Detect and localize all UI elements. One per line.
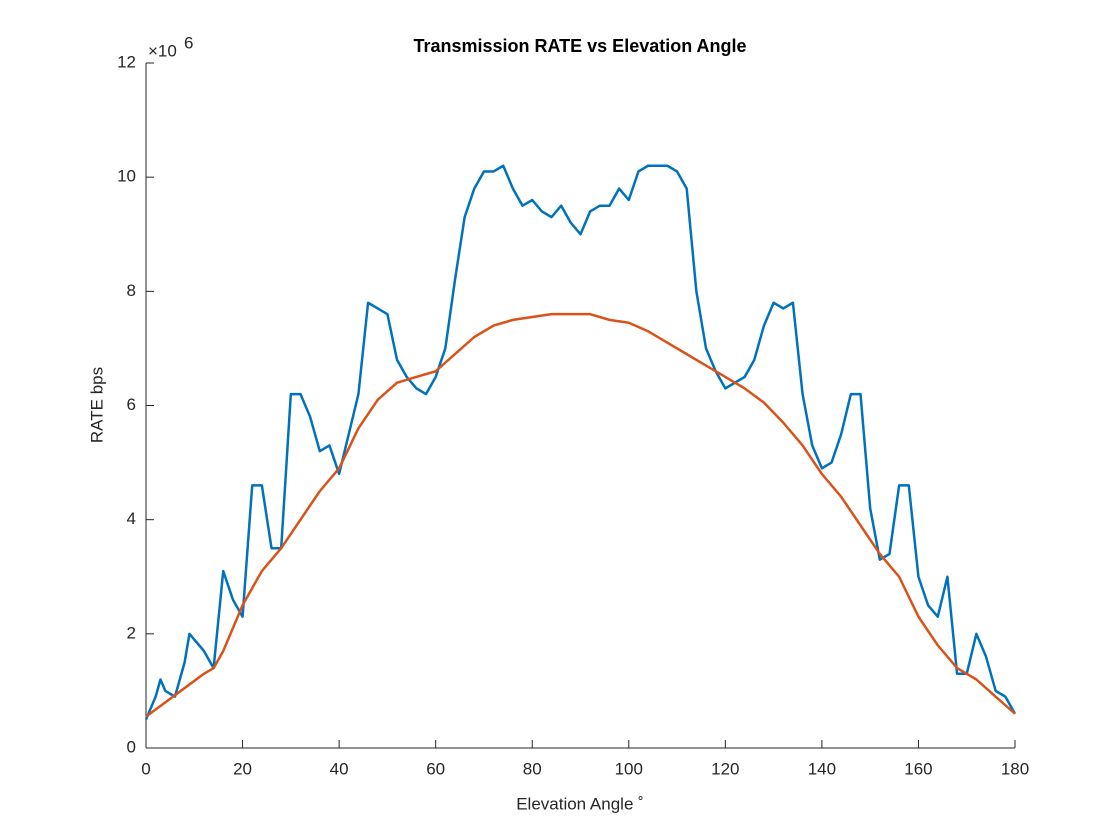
y-tick-label: 6 bbox=[127, 395, 136, 414]
x-tick-label: 120 bbox=[711, 759, 739, 778]
x-tick-label: 180 bbox=[1001, 759, 1029, 778]
series-line bbox=[145, 312, 1016, 718]
y-tick-label: 12 bbox=[117, 52, 136, 71]
x-tick-label: 160 bbox=[904, 759, 932, 778]
x-tick-label: 40 bbox=[330, 759, 349, 778]
series-line bbox=[144, 164, 1017, 720]
x-tick-label: 80 bbox=[523, 759, 542, 778]
y-tick-label: 2 bbox=[127, 623, 136, 642]
x-tick-label: 100 bbox=[615, 759, 643, 778]
x-tick-label: 140 bbox=[808, 759, 836, 778]
chart-title: Transmission RATE vs Elevation Angle bbox=[413, 36, 746, 56]
x-axis-label: Elevation Angle ˚ bbox=[516, 794, 644, 813]
x-tick-label: 0 bbox=[141, 759, 150, 778]
x-tick-label: 20 bbox=[233, 759, 252, 778]
y-tick-label: 4 bbox=[127, 509, 136, 528]
y-tick-label: 0 bbox=[127, 737, 136, 756]
y-tick-label: 10 bbox=[117, 167, 136, 186]
y-multiplier-exponent: 6 bbox=[184, 33, 193, 52]
y-multiplier-base: ×10 bbox=[148, 41, 177, 60]
y-axis-label: RATE bps bbox=[87, 367, 106, 443]
y-tick-label: 8 bbox=[127, 281, 136, 300]
x-tick-label: 60 bbox=[426, 759, 445, 778]
